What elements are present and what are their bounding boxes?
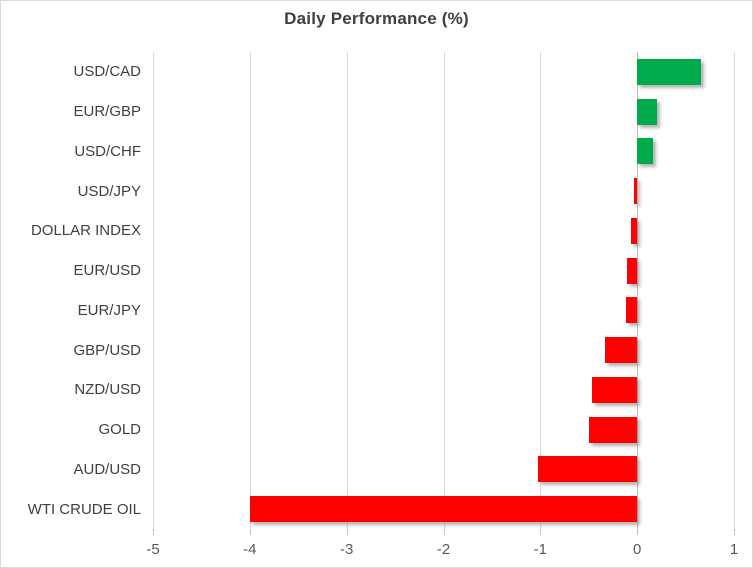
gridline — [443, 52, 445, 529]
plot-area — [153, 52, 735, 535]
x-tick-label: 0 — [632, 541, 642, 558]
bar-usd-jpy — [634, 178, 638, 205]
category-labels: USD/CAD EUR/GBP USD/CHF USD/JPY DOLLAR INDEX… — [1, 52, 141, 529]
bar-wti-crude-oil — [249, 496, 638, 523]
gridline — [734, 52, 735, 529]
category-label: USD/CAD — [73, 63, 141, 81]
bar-nzd-usd — [591, 376, 638, 403]
category-label: GOLD — [98, 421, 141, 439]
axis-tick-mark — [249, 529, 251, 535]
bar-aud-usd — [538, 456, 638, 483]
gridline — [153, 52, 154, 529]
gridline — [249, 52, 251, 529]
category-label: USD/JPY — [77, 182, 141, 200]
category-label: EUR/JPY — [77, 301, 141, 319]
axis-tick-mark — [540, 529, 542, 535]
gridline — [346, 52, 348, 529]
bar-usd-chf — [637, 138, 653, 165]
category-label: AUD/USD — [73, 460, 141, 478]
x-tick-label: 1 — [729, 541, 739, 558]
bar-gold — [588, 416, 638, 443]
category-label: NZD/USD — [74, 381, 141, 399]
category-label: GBP/USD — [73, 341, 141, 359]
axis-tick-mark — [443, 529, 445, 535]
category-label: EUR/GBP — [73, 103, 141, 121]
bar-eur-gbp — [637, 98, 658, 125]
x-tick-label: -2 — [436, 541, 451, 558]
x-tick-label: -3 — [339, 541, 354, 558]
bar-usd-cad — [637, 58, 702, 85]
gridline — [540, 52, 542, 529]
axis-tick-mark — [346, 529, 348, 535]
x-tick-label: -5 — [146, 541, 160, 558]
category-label: DOLLAR INDEX — [30, 222, 141, 240]
axis-tick-mark — [734, 529, 735, 535]
category-label: WTI CRUDE OIL — [27, 500, 141, 518]
chart-title: Daily Performance (%) — [284, 9, 469, 28]
category-label: EUR/USD — [73, 262, 141, 280]
x-tick-label: -4 — [243, 541, 257, 558]
category-label: USD/CHF — [74, 142, 141, 160]
bar-eur-jpy — [625, 297, 638, 324]
axis-tick-mark — [153, 529, 154, 535]
bar-eur-usd — [626, 257, 638, 284]
x-axis: -5 -4 -3 -2 -1 0 1 — [146, 541, 738, 561]
zero-gridline — [637, 52, 639, 529]
bar-dollar-index — [631, 217, 638, 244]
x-tick-label: -1 — [533, 541, 547, 558]
bar-gbp-usd — [605, 337, 638, 364]
axis-tick-mark — [637, 529, 639, 535]
